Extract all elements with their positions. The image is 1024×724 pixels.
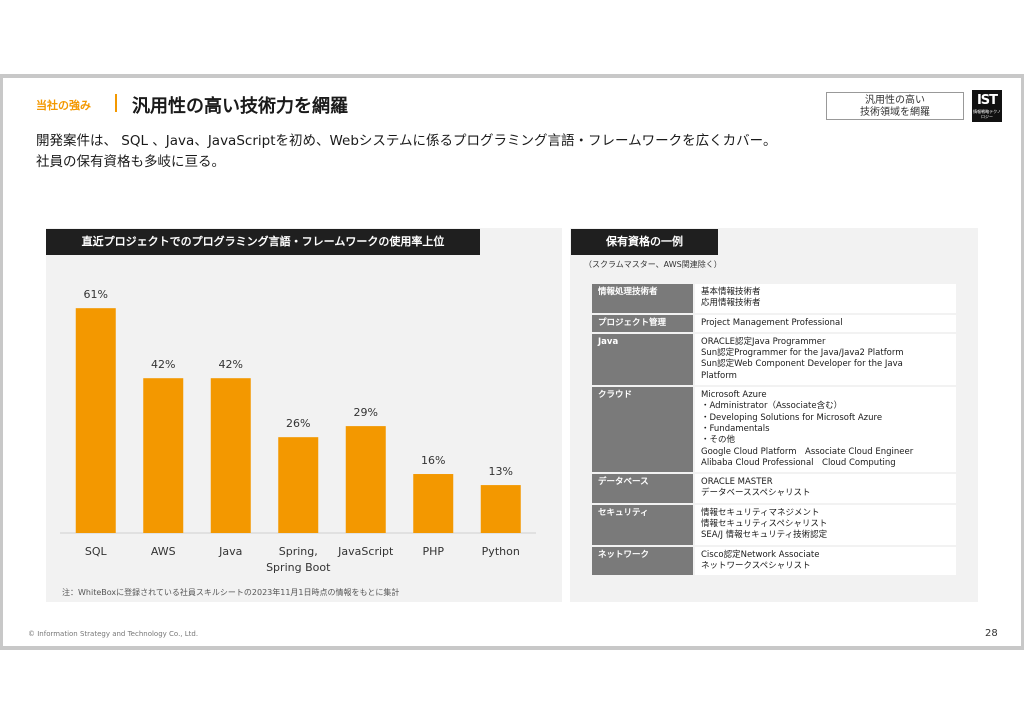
qualification-item: ネットワークスペシャリスト	[701, 560, 811, 571]
bar-0	[75, 308, 116, 533]
bar-4	[345, 426, 386, 533]
bar-value-label: 29%	[354, 406, 378, 419]
logo-text: IST	[976, 93, 998, 108]
qualification-category: プロジェクト管理	[590, 312, 695, 334]
qualification-category: クラウド	[590, 385, 695, 475]
chart-panel	[46, 228, 562, 602]
badge-line-1: 汎用性の高い	[865, 95, 925, 106]
page-number: 28	[985, 628, 998, 639]
qualifications-heading: 保有資格の一例	[571, 229, 718, 255]
qualification-row: Java ORACLE認定Java Programmer Sun認定Programm…	[590, 331, 958, 388]
qualification-item: 応用情報技術者	[701, 298, 761, 309]
category-label: AWS	[151, 545, 176, 558]
chart-note: 注：WhiteBoxに登録されている社員スキルシートの2023年11月1日時点の…	[62, 588, 400, 597]
qualification-item: ・その他	[701, 435, 736, 446]
topic-badge: 汎用性の高い 技術領域を網羅	[826, 92, 964, 120]
category-label: PHP	[422, 545, 444, 558]
category-label: JavaScript	[337, 545, 394, 558]
bar-6	[480, 485, 521, 533]
lead-line-2: 社員の保有資格も多岐に亘る。	[36, 154, 225, 170]
qualification-details: ORACLE MASTER データベーススペシャリスト	[693, 472, 958, 505]
title-separator	[115, 94, 117, 112]
bar-value-label: 26%	[286, 417, 310, 430]
category-label: Java	[218, 545, 242, 558]
company-logo: IST 情報戦略テクノロジー	[972, 90, 1002, 122]
section-tag: 当社の強み	[36, 99, 91, 112]
qualification-item: Cisco認定Network Associate	[701, 549, 820, 560]
bar-2	[210, 378, 251, 533]
qualification-item: 基本情報技術者	[701, 287, 761, 297]
bar-value-label: 16%	[421, 454, 445, 467]
left-border	[0, 74, 3, 650]
qualification-category: Java	[590, 331, 695, 388]
qualification-item: 情報セキュリティマネジメント	[701, 507, 820, 518]
bar-3	[278, 437, 319, 533]
qualification-item: Microsoft Azure	[701, 390, 767, 401]
qualification-row: プロジェクト管理 Project Management Professional	[590, 312, 958, 334]
qualification-details: 情報セキュリティマネジメント 情報セキュリティスペシャリスト SEA/J 情報セキュ…	[693, 502, 958, 547]
top-border	[0, 74, 1024, 78]
bar-value-label: 42%	[151, 358, 175, 371]
qualification-item: SEA/J 情報セキュリティ技術認定	[701, 530, 828, 541]
qualification-item: Alibaba Cloud Professional Cloud Computi…	[701, 457, 896, 468]
qualification-item: ・Fundamentals	[701, 423, 770, 434]
qualifications-subheading: （スクラムマスター、AWS関連除く）	[584, 260, 722, 269]
qualification-row: クラウド Microsoft Azure ・Administrator（Associ…	[590, 385, 958, 475]
qualification-item: Sun認定Programmer for the Java/Java2 Platf…	[701, 348, 904, 359]
qualification-category: 情報処理技術者	[590, 282, 695, 315]
qualification-category: ネットワーク	[590, 544, 695, 578]
qualification-row: 情報処理技術者 基本情報技術者 応用情報技術者	[590, 282, 958, 315]
qualification-category: セキュリティ	[590, 502, 695, 547]
qualification-row: データベース ORACLE MASTER データベーススペシャリスト	[590, 472, 958, 505]
bar-value-label: 13%	[489, 465, 513, 478]
qualification-item: ・Developing Solutions for Microsoft Azur…	[701, 412, 883, 423]
qualification-category: データベース	[590, 472, 695, 505]
category-label: Spring Boot	[266, 561, 331, 574]
qualification-item: データベーススペシャリスト	[701, 488, 811, 499]
qualification-item: Google Cloud Platform Associate Cloud En…	[701, 446, 914, 457]
qualification-details: Project Management Professional	[693, 312, 958, 334]
qualification-row: ネットワーク Cisco認定Network Associate ネットワークスペシャ…	[590, 544, 958, 578]
qualification-details: ORACLE認定Java Programmer Sun認定Programmer f…	[693, 331, 958, 388]
qualification-details: 基本情報技術者 応用情報技術者	[693, 282, 958, 315]
qualification-item: Project Management Professional	[701, 317, 843, 328]
qualification-item: Platform	[701, 370, 737, 381]
category-label: Python	[482, 545, 520, 558]
qualification-item: 情報セキュリティスペシャリスト	[701, 519, 828, 530]
bottom-border	[0, 646, 1024, 650]
qualification-item: Sun認定Web Component Developer for the Jav…	[701, 359, 903, 370]
qualifications-table: 情報処理技術者 基本情報技術者 応用情報技術者 プロジェクト管理 Project Man…	[590, 282, 958, 578]
badge-line-2: 技術領域を網羅	[860, 107, 930, 118]
qualification-item: ORACLE MASTER	[701, 477, 773, 488]
copyright: © Information Strategy and Technology Co…	[28, 630, 199, 638]
chart-panel-heading: 直近プロジェクトでのプログラミング言語・フレームワークの使用率上位	[46, 229, 480, 255]
qualification-item: ・Administrator（Associate含む）	[701, 401, 843, 412]
lead-text: 開発案件は、 SQL 、Java、JavaScriptを初め、Webシステムに係…	[36, 131, 776, 173]
qualification-details: Cisco認定Network Associate ネットワークスペシャリスト	[693, 544, 958, 578]
logo-subtext: 情報戦略テクノロジー	[973, 109, 1001, 119]
bar-value-label: 42%	[219, 358, 243, 371]
bar-5	[413, 474, 454, 533]
usage-bar-chart: 61% SQL 42% AWS 42% Java 26% Spring, Spring Boot…	[60, 288, 536, 574]
lead-line-1: 開発案件は、 SQL 、Java、JavaScriptを初め、Webシステムに係…	[36, 133, 777, 149]
qualification-item: ORACLE認定Java Programmer	[701, 336, 826, 347]
category-label: SQL	[85, 545, 108, 558]
page-title: 汎用性の高い技術力を網羅	[132, 96, 348, 117]
category-label: Spring,	[279, 545, 318, 558]
right-border	[1021, 74, 1024, 650]
qualification-row: セキュリティ 情報セキュリティマネジメント 情報セキュリティスペシャリスト SEA/J…	[590, 502, 958, 547]
bar-value-label: 61%	[84, 288, 108, 301]
bar-1	[143, 378, 184, 533]
qualification-details: Microsoft Azure ・Administrator（Associate含…	[693, 385, 958, 475]
